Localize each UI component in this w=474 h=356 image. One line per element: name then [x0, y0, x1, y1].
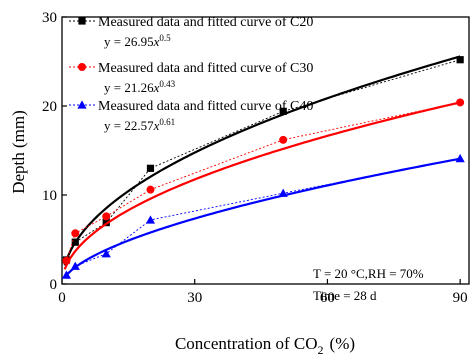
data-connector-c40 — [66, 158, 461, 276]
legend-item-c40: Measured data and fitted curve of C40 y =… — [69, 99, 313, 133]
legend-equation: y = 26.95x0.5 — [104, 33, 171, 49]
y-tick-label: 30 — [42, 10, 57, 26]
legend-marker — [78, 17, 86, 25]
legend-equation: y = 22.57x0.61 — [104, 117, 175, 133]
legend-label: Measured data and fitted curve of C40 — [98, 99, 313, 114]
legend-marker — [77, 100, 87, 109]
x-tick-label: 0 — [58, 290, 66, 306]
fit-curve-c40 — [63, 157, 461, 279]
x-tick-label: 90 — [453, 290, 468, 306]
data-point-c30 — [456, 98, 465, 107]
legend-marker — [78, 63, 86, 71]
y-axis-title: Depth (mm) — [9, 110, 28, 194]
plot-frame — [61, 16, 470, 285]
data-point-c40 — [61, 270, 72, 279]
y-tick-label: 0 — [50, 277, 58, 293]
data-point-c40 — [145, 215, 156, 224]
data-point-c20 — [146, 164, 155, 172]
annotation-time: Time = 28 d — [313, 288, 377, 303]
fit-curve-c30 — [63, 101, 461, 270]
annotation-conditions: T = 20 °C,RH = 70% — [313, 266, 424, 281]
data-point-c40 — [278, 188, 288, 197]
legend-item-c20: Measured data and fitted curve of C20 y =… — [69, 15, 313, 49]
legend-label: Measured data and fitted curve of C30 — [98, 61, 313, 76]
data-point-c40 — [101, 249, 111, 258]
y-tick-label: 20 — [42, 99, 57, 115]
data-point-c20 — [279, 107, 287, 115]
data-point-c30 — [146, 185, 155, 194]
legend-equation: y = 21.26x0.43 — [104, 79, 176, 95]
data-point-c40 — [70, 261, 80, 270]
legend-item-c30: Measured data and fitted curve of C30 y =… — [69, 61, 313, 95]
legend-label: Measured data and fitted curve of C20 — [98, 15, 313, 30]
y-tick-label: 10 — [42, 188, 57, 204]
x-tick-label: 30 — [187, 290, 202, 306]
data-point-c40 — [455, 153, 465, 163]
data-point-c30 — [279, 135, 288, 144]
x-tick-label: 60 — [320, 290, 335, 306]
fit-curve-c20 — [63, 55, 461, 266]
data-point-c30 — [62, 256, 71, 265]
data-connector-c30 — [65, 101, 461, 261]
data-point-c30 — [71, 229, 80, 238]
axis-ticks: 0 30 60 90 0 10 20 30 — [42, 10, 468, 306]
data-point-c20 — [71, 238, 79, 246]
legend: Measured data and fitted curve of C20 y =… — [69, 15, 313, 133]
series-c40 — [61, 153, 465, 279]
x-axis-title: Concentration of CO2 (%) — [175, 334, 355, 356]
series-c30 — [62, 98, 465, 270]
data-point-c20 — [456, 56, 464, 64]
series-layer — [61, 55, 465, 279]
data-point-c30 — [102, 212, 111, 221]
